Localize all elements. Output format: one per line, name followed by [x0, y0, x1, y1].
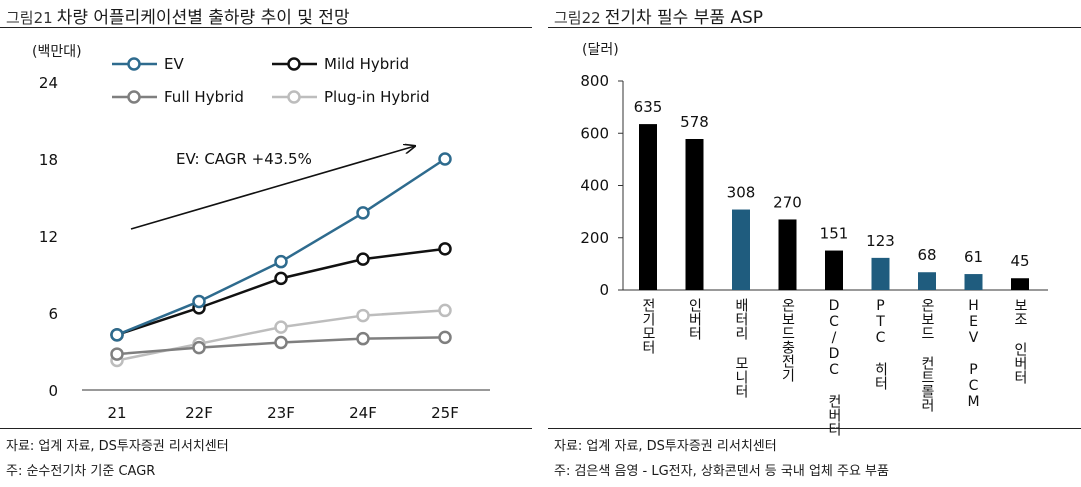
data-point — [356, 206, 370, 220]
bar — [778, 219, 797, 290]
bar — [825, 250, 843, 290]
data-point — [356, 252, 370, 266]
figure-title: 차량 어플리케이션별 출하량 추이 및 전망 — [56, 8, 350, 28]
y-tick-label: 6 — [48, 305, 58, 323]
y-unit-label: (달러) — [582, 42, 619, 58]
y-tick-label: 400 — [580, 177, 609, 195]
data-point — [110, 347, 124, 361]
x-tick-label: 21 — [107, 404, 126, 422]
source-rule — [548, 428, 1081, 429]
bar — [639, 124, 657, 290]
data-point — [356, 331, 370, 346]
x-tick-label: 24F — [349, 404, 377, 422]
bar — [685, 138, 704, 290]
bar — [918, 272, 936, 290]
chart-title: 그림21 차량 어플리케이션별 출하량 추이 및 전망 — [6, 3, 350, 28]
bar — [732, 209, 750, 290]
legend-label: Mild Hybrid — [324, 55, 409, 73]
footnote: 주: 검은색 음영 - LG전자, 상화콘덴서 등 국내 업체 주요 부품 — [554, 464, 889, 479]
data-label: 123 — [866, 232, 895, 250]
data-point — [110, 328, 124, 342]
legend-marker — [287, 90, 301, 104]
data-label: 151 — [820, 225, 849, 243]
line-chart: 0 6 12 18 24 21 22F 23F 24F 25F EV Mild Hybrid Full … — [39, 55, 490, 422]
y-tick-label: 12 — [39, 228, 58, 246]
figure-number: 그림22 — [554, 9, 601, 27]
data-label: 635 — [634, 98, 663, 116]
x-tick-label: DC/DC 컨버터 — [826, 298, 842, 436]
trend-arrow — [130, 146, 415, 230]
legend-marker — [127, 57, 141, 71]
y-tick-label: 200 — [580, 229, 609, 247]
data-point — [438, 330, 452, 345]
legend-label: Plug-in Hybrid — [324, 88, 430, 106]
x-tick-label: HEV PCM — [966, 298, 982, 410]
data-point — [274, 320, 288, 334]
footnote: 주: 순수전기차 기준 CAGR — [6, 464, 156, 479]
x-tick-label: 온보드충전기 — [780, 298, 796, 382]
source-note: 자료: 업계 자료, DS투자증권 리서치센터 — [554, 439, 777, 454]
data-point — [356, 308, 370, 323]
x-tick-label: 보조 인버터 — [1012, 298, 1028, 384]
x-tick-label: 전기모터 — [640, 298, 656, 354]
cagr-annotation: EV: CAGR +43.5% — [176, 150, 312, 168]
data-label: 308 — [727, 184, 756, 202]
x-tick-label: 22F — [185, 404, 213, 422]
y-unit-label: (백만대) — [32, 44, 82, 60]
legend-marker — [127, 90, 141, 104]
data-point — [438, 242, 452, 256]
x-tick-label: PTC 히터 — [873, 298, 889, 390]
data-label: 68 — [917, 246, 936, 264]
source-note: 자료: 업계 자료, DS투자증권 리서치센터 — [6, 439, 229, 454]
data-point — [438, 303, 452, 318]
line-chart-panel: 그림21 차량 어플리케이션별 출하량 추이 및 전망 (백만대) 0 6 12 18 2… — [0, 0, 532, 487]
bar-chart: 0 200 400 600 800 635 전기모터 578 인버터 308 배터리 모니터 270 온… — [580, 72, 1048, 436]
y-tick-label: 0 — [599, 281, 609, 299]
chart-title: 그림22 전기차 필수 부품 ASP — [554, 3, 763, 28]
x-tick-label: 인버터 — [687, 298, 703, 340]
data-point — [274, 254, 288, 269]
x-tick-label: 23F — [267, 404, 295, 422]
data-point — [274, 271, 288, 286]
data-point — [274, 335, 288, 350]
legend-label: Full Hybrid — [164, 88, 244, 106]
y-tick-label: 600 — [580, 124, 609, 142]
y-tick-label: 24 — [39, 74, 58, 92]
legend-label: EV — [164, 55, 184, 73]
figure-title: 전기차 필수 부품 ASP — [604, 8, 764, 28]
x-tick-label: 온보드 컨트롤러 — [919, 298, 935, 412]
data-label: 578 — [680, 113, 709, 131]
bar — [964, 274, 983, 290]
source-rule — [0, 428, 532, 429]
x-tick-label: 배터리 모니터 — [733, 298, 749, 398]
data-point — [438, 152, 452, 166]
title-rule — [0, 27, 532, 28]
title-rule — [548, 27, 1081, 28]
bar-chart-panel: 그림22 전기차 필수 부품 ASP (달러) 0 200 400 600 800 635 전… — [548, 0, 1081, 487]
bar — [1011, 278, 1029, 290]
legend-marker — [287, 57, 301, 71]
data-point — [192, 340, 206, 355]
bar — [871, 257, 890, 290]
data-point — [192, 294, 206, 309]
y-tick-label: 18 — [39, 151, 58, 169]
data-label: 61 — [964, 248, 983, 266]
x-tick-label: 25F — [431, 404, 459, 422]
data-label: 270 — [773, 193, 802, 211]
y-tick-label: 0 — [48, 382, 58, 400]
y-tick-label: 800 — [580, 72, 609, 90]
figure-number: 그림21 — [6, 9, 53, 27]
data-label: 45 — [1010, 252, 1029, 270]
